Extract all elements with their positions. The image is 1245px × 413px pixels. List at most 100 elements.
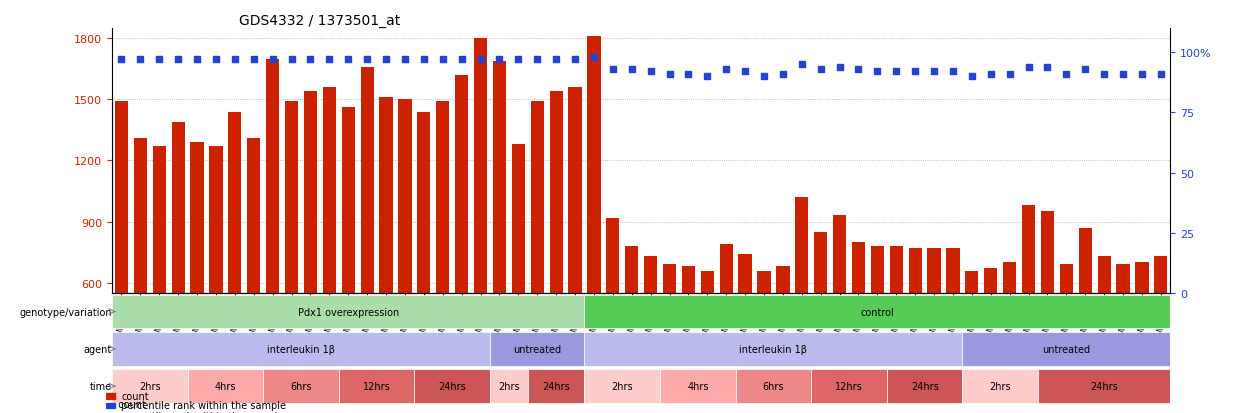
Point — [187, 57, 207, 64]
Bar — [962, 370, 1038, 403]
Bar — [584, 332, 962, 366]
Text: 4hrs: 4hrs — [214, 381, 237, 391]
Bar — [814, 232, 828, 405]
Text: 24hrs: 24hrs — [911, 381, 939, 391]
Bar — [886, 370, 962, 403]
Bar — [341, 108, 355, 405]
Point — [716, 66, 736, 73]
Bar — [209, 147, 223, 405]
Text: percentile rank within the sample: percentile rank within the sample — [112, 411, 284, 413]
Point — [584, 55, 604, 61]
Bar — [133, 139, 147, 405]
Bar — [188, 370, 263, 403]
Text: percentile rank within the sample: percentile rank within the sample — [122, 400, 286, 410]
Point — [735, 69, 754, 76]
Text: 12hrs: 12hrs — [362, 381, 391, 391]
Bar — [796, 198, 808, 405]
Bar — [322, 88, 336, 405]
Bar — [112, 332, 491, 366]
Bar — [928, 249, 941, 405]
Text: Pdx1 overexpression: Pdx1 overexpression — [298, 307, 398, 317]
Bar — [248, 139, 260, 405]
Bar — [909, 249, 921, 405]
Bar — [569, 88, 581, 405]
Bar — [153, 147, 166, 405]
Bar — [530, 102, 544, 405]
Bar — [190, 143, 204, 405]
Bar — [812, 370, 886, 403]
Bar — [720, 244, 733, 405]
Bar — [512, 145, 525, 405]
Text: 4hrs: 4hrs — [687, 381, 708, 391]
Bar — [1022, 206, 1035, 405]
Text: interleukin 1β: interleukin 1β — [740, 344, 808, 354]
Text: count: count — [122, 391, 149, 401]
Point — [942, 69, 962, 76]
Point — [357, 57, 377, 64]
Bar — [493, 62, 505, 405]
Point — [168, 57, 188, 64]
Bar — [491, 332, 584, 366]
Point — [413, 57, 433, 64]
Bar — [339, 370, 415, 403]
Bar — [106, 403, 116, 408]
Text: count: count — [112, 399, 146, 409]
Point — [225, 57, 245, 64]
Bar — [738, 254, 752, 405]
Bar — [549, 92, 563, 405]
Point — [1076, 66, 1096, 73]
Point — [868, 69, 888, 76]
Point — [962, 74, 982, 80]
Text: GDS4332 / 1373501_at: GDS4332 / 1373501_at — [239, 14, 401, 28]
Point — [886, 69, 906, 76]
Text: 2hrs: 2hrs — [139, 381, 161, 391]
Bar — [1078, 228, 1092, 405]
Point — [924, 69, 944, 76]
Text: untreated: untreated — [1042, 344, 1091, 354]
Point — [773, 71, 793, 78]
Bar — [644, 256, 657, 405]
Bar — [1117, 265, 1129, 405]
Point — [754, 74, 774, 80]
Point — [679, 71, 698, 78]
Point — [528, 57, 548, 64]
Point — [810, 66, 830, 73]
Point — [1057, 71, 1077, 78]
Bar — [606, 218, 620, 405]
Point — [244, 57, 264, 64]
Text: 24hrs: 24hrs — [1091, 381, 1118, 391]
Bar — [682, 267, 695, 405]
Point — [1037, 64, 1057, 71]
Bar — [584, 370, 660, 403]
Point — [433, 57, 453, 64]
Bar — [833, 216, 847, 405]
Bar — [491, 370, 528, 403]
Bar — [454, 76, 468, 405]
Text: 6hrs: 6hrs — [290, 381, 311, 391]
Text: 2hrs: 2hrs — [611, 381, 634, 391]
Bar — [1135, 263, 1149, 405]
Bar — [112, 370, 188, 403]
Bar — [584, 295, 1170, 329]
Bar — [106, 393, 116, 399]
Text: 2hrs: 2hrs — [498, 381, 519, 391]
Point — [300, 57, 320, 64]
Point — [395, 57, 415, 64]
Bar — [946, 249, 960, 405]
Text: control: control — [860, 307, 894, 317]
Bar — [361, 68, 373, 405]
Bar — [304, 92, 317, 405]
Bar — [701, 271, 713, 405]
Point — [508, 57, 528, 64]
Bar — [228, 112, 242, 405]
Bar — [984, 269, 997, 405]
Bar — [263, 370, 339, 403]
Point — [603, 66, 622, 73]
Bar — [777, 267, 789, 405]
Bar — [852, 242, 865, 405]
Point — [339, 57, 359, 64]
Point — [376, 57, 396, 64]
Bar — [588, 37, 600, 405]
Bar — [398, 100, 412, 405]
Text: genotype/variation: genotype/variation — [20, 307, 112, 317]
